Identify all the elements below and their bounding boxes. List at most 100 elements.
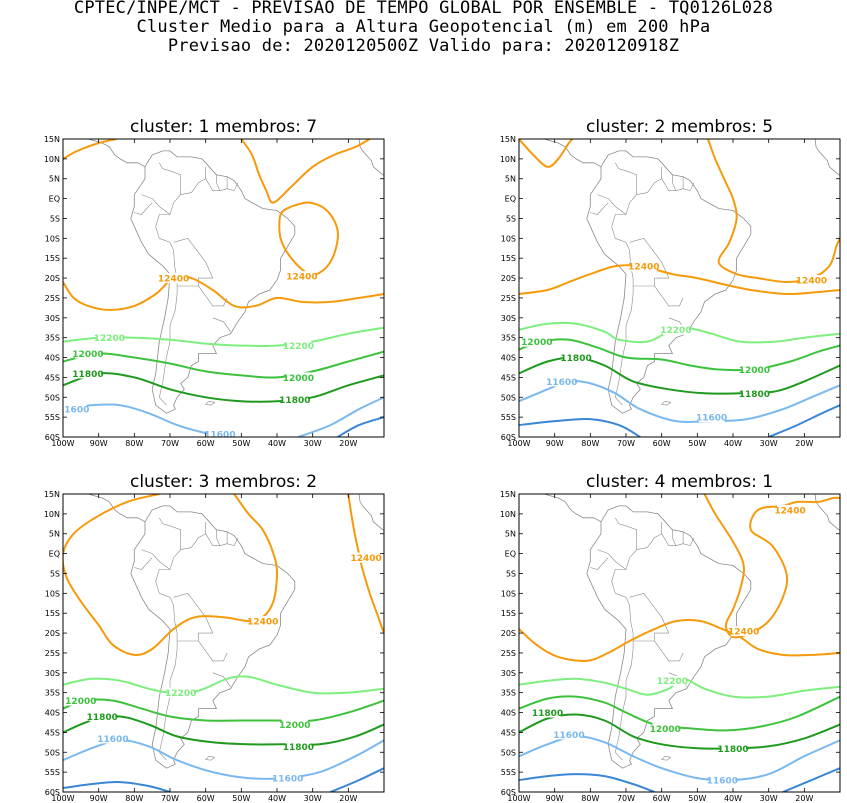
contour-line xyxy=(782,767,840,792)
contour-label-bg xyxy=(534,707,561,718)
country-border xyxy=(590,557,609,570)
country-border xyxy=(134,557,153,570)
lon-tick-label: 20W xyxy=(339,794,357,803)
contour-label-bg xyxy=(89,711,116,722)
lat-tick-label: 15N xyxy=(500,490,516,499)
contour-label-bg xyxy=(720,743,746,754)
contour-label-bg xyxy=(285,372,312,383)
contour-label-bg xyxy=(160,273,187,284)
lat-tick-label: 15S xyxy=(501,609,516,618)
lat-tick-label: 35S xyxy=(501,689,516,698)
contour-label: 11600 xyxy=(546,378,577,388)
lat-tick-label: 40S xyxy=(501,354,516,363)
lon-tick-label: 90W xyxy=(546,794,564,803)
lat-tick-label: 20S xyxy=(45,274,60,283)
contour-label: 11600 xyxy=(97,735,128,745)
country-border xyxy=(672,529,677,546)
contour-label: 11600 xyxy=(696,414,727,424)
contour-line xyxy=(519,417,641,437)
lat-tick-label: 35S xyxy=(501,334,516,343)
panel-frame xyxy=(62,138,385,438)
country-border xyxy=(158,593,178,761)
contour-line xyxy=(298,396,384,437)
lat-tick-label: 5S xyxy=(506,214,516,223)
country-border xyxy=(611,517,637,594)
lat-tick-label: 60S xyxy=(501,788,516,797)
lon-tick-label: 100W xyxy=(51,439,74,448)
country-border xyxy=(180,166,206,195)
map-area: 12400 12400 12200 12200 12000 12000 11800 11800… xyxy=(63,139,384,441)
contour-line xyxy=(240,139,371,204)
lon-tick-label: 20W xyxy=(795,439,813,448)
coastline-south-america xyxy=(130,505,296,769)
contour-label: 12400 xyxy=(247,618,278,628)
contour-label-bg xyxy=(730,626,757,637)
contour-line xyxy=(330,767,384,792)
lat-tick-label: 50S xyxy=(501,393,516,402)
lat-tick-label: EQ xyxy=(49,550,60,559)
lon-tick-label: 100W xyxy=(507,794,530,803)
contour-label: 12400 xyxy=(796,277,827,287)
lon-tick-label: 80W xyxy=(125,439,143,448)
lon-tick-label: 50W xyxy=(688,439,706,448)
country-border xyxy=(212,672,231,687)
country-border xyxy=(597,549,627,570)
coastline-falklands xyxy=(205,400,216,406)
contour-label: 12000 xyxy=(65,697,96,707)
lat-tick-label: 10S xyxy=(501,589,516,598)
lon-tick-label: 70W xyxy=(617,439,635,448)
lat-tick-label: 10S xyxy=(501,234,516,243)
lat-tick-label: 5N xyxy=(49,175,60,184)
lon-tick-label: 40W xyxy=(268,439,286,448)
lat-tick-label: 5N xyxy=(505,175,516,184)
lat-tick-label: 15S xyxy=(501,254,516,263)
contour-label-bg xyxy=(798,275,825,286)
contour-label: 11600 xyxy=(204,431,235,441)
contour-line xyxy=(519,619,840,663)
contour-line xyxy=(519,677,840,699)
map-area: 12400 12400 12200 12000 12000 11800 11800 11600… xyxy=(519,139,840,437)
contour-label-bg xyxy=(63,404,87,415)
lon-tick-label: 80W xyxy=(581,794,599,803)
lat-tick-label: 50S xyxy=(45,748,60,757)
contour-label: 12200 xyxy=(165,689,196,699)
map-area: 12400 12400 12200 12000 11800 11800 11600 11600 xyxy=(519,494,840,792)
contour-label: 11800 xyxy=(283,743,314,753)
contour-label-bg xyxy=(285,741,312,752)
lat-tick-label: 30S xyxy=(501,669,516,678)
country-border xyxy=(611,162,637,239)
lat-tick-label: 5N xyxy=(505,530,516,539)
country-border xyxy=(180,521,206,550)
lat-tick-label: 35S xyxy=(45,334,60,343)
country-border xyxy=(155,162,181,239)
header-line1: CPTEC/INPE/MCT - PREVISAO DE TEMPO GLOBA… xyxy=(73,0,774,18)
lat-tick-label: 25S xyxy=(501,649,516,658)
contour-label-bg xyxy=(99,733,126,744)
lon-tick-label: 70W xyxy=(161,439,179,448)
lat-tick-label: 20S xyxy=(501,274,516,283)
contour-label: 12400 xyxy=(351,554,382,564)
coastline-falklands xyxy=(205,755,216,761)
contour-label-bg xyxy=(563,352,590,363)
country-border xyxy=(672,174,677,191)
contour-line xyxy=(63,350,384,379)
contour-label-bg xyxy=(67,695,94,706)
lon-tick-label: 80W xyxy=(581,439,599,448)
lon-tick-label: 40W xyxy=(268,794,286,803)
lon-tick-label: 30W xyxy=(304,794,322,803)
country-border xyxy=(158,238,178,406)
panel-title: cluster: 2 membros: 5 xyxy=(586,117,773,137)
contour-label-bg xyxy=(652,723,679,734)
contour-label: 12000 xyxy=(739,366,770,376)
lat-tick-label: 25S xyxy=(45,649,60,658)
coastline-central-america xyxy=(543,494,602,523)
lon-tick-label: 90W xyxy=(546,439,564,448)
lat-tick-label: 55S xyxy=(45,413,60,422)
coastline-central-america xyxy=(87,139,146,168)
contour-label: 11800 xyxy=(560,354,591,364)
lat-tick-label: 25S xyxy=(45,294,60,303)
lat-tick-label: 55S xyxy=(45,768,60,777)
coastline-south-america xyxy=(130,150,296,414)
lat-tick-label: 45S xyxy=(45,373,60,382)
country-border xyxy=(205,178,239,192)
